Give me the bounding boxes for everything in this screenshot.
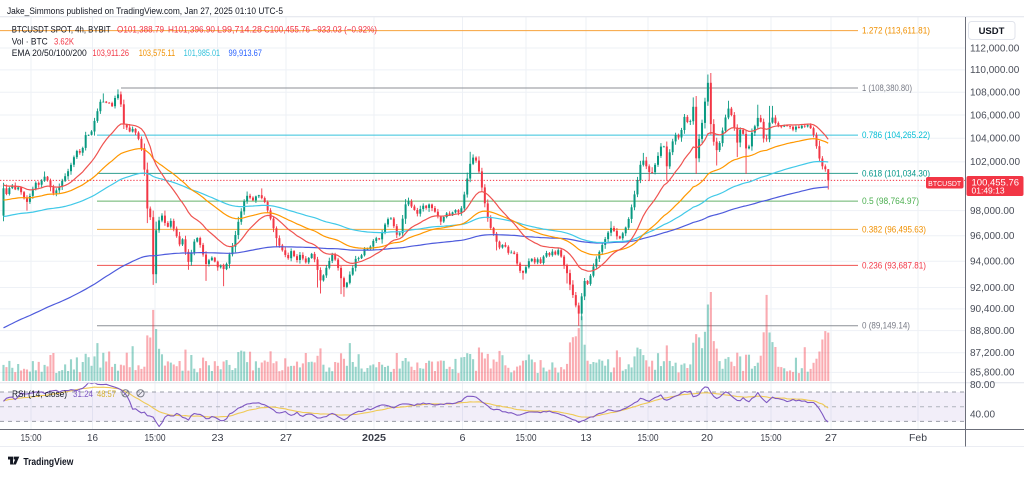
svg-text:104,000.00: 104,000.00 xyxy=(970,134,1020,145)
svg-text:80.00: 80.00 xyxy=(970,380,995,391)
svg-text:0.382 (96,495.63): 0.382 (96,495.63) xyxy=(862,224,926,234)
svg-text:0.786 (104,265.22): 0.786 (104,265.22) xyxy=(862,130,930,140)
svg-text:C100,455.76: C100,455.76 xyxy=(264,25,310,35)
svg-text:96,000.00: 96,000.00 xyxy=(970,231,1015,242)
svg-text:L99,714.28: L99,714.28 xyxy=(217,25,262,35)
svg-text:20: 20 xyxy=(701,433,713,444)
svg-text:0.5 (98,764.97): 0.5 (98,764.97) xyxy=(862,196,919,206)
svg-text:23: 23 xyxy=(212,433,224,444)
svg-text:48.57: 48.57 xyxy=(97,389,116,399)
svg-text:99,913.67: 99,913.67 xyxy=(229,48,263,58)
svg-text:112,000.00: 112,000.00 xyxy=(970,43,1020,54)
svg-text:TradingView: TradingView xyxy=(23,457,73,468)
svg-text:85,800.00: 85,800.00 xyxy=(970,368,1015,379)
svg-text:15:00: 15:00 xyxy=(638,433,659,444)
svg-text:100,455.76: 100,455.76 xyxy=(972,178,1020,189)
svg-text:94,000.00: 94,000.00 xyxy=(970,257,1015,268)
svg-text:15:00: 15:00 xyxy=(145,433,166,444)
svg-text:6: 6 xyxy=(460,433,466,444)
svg-text:2025: 2025 xyxy=(362,433,386,444)
svg-text:15:00: 15:00 xyxy=(761,433,782,444)
svg-text:92,000.00: 92,000.00 xyxy=(970,283,1015,294)
svg-text:106,000.00: 106,000.00 xyxy=(970,110,1020,121)
svg-text:Vol · BTC: Vol · BTC xyxy=(12,36,48,46)
svg-text:15:00: 15:00 xyxy=(516,433,537,444)
svg-text:40.00: 40.00 xyxy=(970,409,995,420)
svg-text:−933.03 (−0.92%): −933.03 (−0.92%) xyxy=(313,25,378,35)
svg-text:EMA 20/50/100/200: EMA 20/50/100/200 xyxy=(12,48,87,58)
svg-text:0.236 (93,687.81): 0.236 (93,687.81) xyxy=(862,260,926,270)
svg-text:USDT: USDT xyxy=(979,26,1005,37)
svg-text:O101,388.79: O101,388.79 xyxy=(117,25,164,35)
svg-text:27: 27 xyxy=(825,433,837,444)
svg-text:BTCUSDT SPOT, 4h, BYBIT: BTCUSDT SPOT, 4h, BYBIT xyxy=(12,25,111,35)
svg-text:102,000.00: 102,000.00 xyxy=(970,157,1020,168)
svg-text:Jake_Simmons published on Trad: Jake_Simmons published on TradingView.co… xyxy=(7,6,283,16)
svg-text:0.618 (101,034.30): 0.618 (101,034.30) xyxy=(862,168,930,178)
svg-text:16: 16 xyxy=(87,433,98,444)
svg-text:H101,396.90: H101,396.90 xyxy=(168,25,215,35)
svg-text:RSI (14, close): RSI (14, close) xyxy=(12,389,67,399)
svg-text:103,575.11: 103,575.11 xyxy=(139,48,176,58)
svg-text:108,000.00: 108,000.00 xyxy=(970,88,1020,99)
svg-text:88,800.00: 88,800.00 xyxy=(970,326,1015,337)
svg-text:31.24: 31.24 xyxy=(73,389,93,399)
svg-text:0 (89,149.14): 0 (89,149.14) xyxy=(862,321,910,331)
svg-text:3.62K: 3.62K xyxy=(54,36,74,46)
svg-text:90,400.00: 90,400.00 xyxy=(970,304,1015,315)
svg-text:Feb: Feb xyxy=(909,433,927,444)
svg-text:27: 27 xyxy=(280,433,292,444)
svg-text:1.272 (113,611.81): 1.272 (113,611.81) xyxy=(862,26,930,36)
svg-text:103,911.26: 103,911.26 xyxy=(93,48,130,58)
svg-text:1 (108,380.80): 1 (108,380.80) xyxy=(862,83,912,93)
svg-text:98,000.00: 98,000.00 xyxy=(970,206,1015,217)
svg-text:101,985.01: 101,985.01 xyxy=(184,48,221,58)
svg-text:15:00: 15:00 xyxy=(21,433,42,444)
svg-text:110,000.00: 110,000.00 xyxy=(970,65,1020,76)
svg-text:BTCUSDT: BTCUSDT xyxy=(928,181,962,188)
svg-text:01:49:13: 01:49:13 xyxy=(972,186,1005,196)
svg-text:13: 13 xyxy=(581,433,592,444)
svg-text:87,200.00: 87,200.00 xyxy=(970,348,1015,359)
